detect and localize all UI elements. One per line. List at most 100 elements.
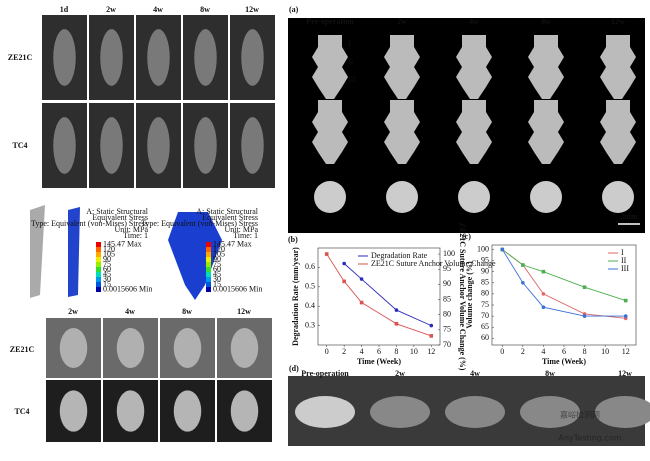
data-point [541, 292, 546, 296]
screw-ct [456, 100, 492, 164]
column-label: 4w [125, 307, 135, 316]
column-label: 12w [237, 307, 251, 316]
y-tick-label: 0.4 [305, 301, 315, 310]
data-point [500, 247, 505, 252]
column-label: 2w [395, 369, 405, 378]
screw-ct [312, 100, 348, 164]
data-point [541, 269, 546, 274]
panel-label: (a) [289, 5, 299, 14]
x-tick-label: 2 [521, 347, 525, 356]
scale-label: 30 [213, 274, 221, 283]
scale-label: 0.0015606 Min [213, 284, 262, 293]
screw-ct [384, 100, 420, 164]
color-swatch [96, 247, 101, 252]
image-detail [194, 117, 217, 174]
x-tick-label: 6 [562, 347, 566, 356]
scale-label: 120 [213, 244, 225, 253]
legend-label: ZE21C Suture Anchor Volume Change [371, 259, 496, 268]
watermark: AnyTesting.com [558, 434, 621, 443]
color-swatch [206, 272, 211, 277]
image-detail [173, 390, 202, 432]
y-tick-label: 0.3 [305, 320, 315, 329]
x-tick-label: 8 [394, 347, 398, 356]
screw-section [458, 181, 490, 213]
image-detail [147, 117, 170, 174]
column-label: Pre-operation [306, 17, 354, 26]
region-label: III [348, 75, 356, 84]
y-tick-label: 80 [481, 289, 489, 298]
screw-section [530, 181, 562, 213]
column-label: 8w [200, 5, 210, 14]
color-swatch [206, 277, 211, 282]
column-label: 4w [469, 17, 479, 26]
data-point [429, 323, 434, 328]
legend-label: Degradation Rate [371, 251, 428, 260]
scale-label: 30 [103, 274, 111, 283]
y-tick-label: 0.5 [305, 282, 315, 291]
y-tick-label: 60 [481, 333, 489, 342]
screw-section [386, 181, 418, 213]
column-label: 1d [60, 5, 69, 14]
color-swatch [206, 287, 211, 292]
screw-model [168, 212, 222, 300]
fea-header: A: Static Structural [196, 207, 259, 216]
screw-section [602, 181, 634, 213]
scale-label: 45 [213, 269, 221, 278]
image-detail [147, 29, 170, 86]
scale-label: 15 [213, 279, 221, 288]
column-label: 4w [153, 5, 163, 14]
y-tick-label: 85 [443, 294, 451, 303]
row-label: TC4 [12, 141, 27, 150]
scale-label: 145.47 Max [103, 239, 142, 248]
y-tick-label: 80 [443, 310, 451, 319]
screw-ct [528, 100, 564, 164]
photo-anchor [295, 396, 355, 428]
x-tick-label: 12 [622, 347, 630, 356]
scale-label: 60 [213, 264, 221, 273]
fea-header: Unit: MPa [114, 225, 148, 234]
data-point [623, 298, 628, 303]
y-tick-label: 75 [443, 325, 451, 334]
color-swatch [96, 267, 101, 272]
series-line [343, 263, 432, 327]
column-label: 12w [618, 369, 632, 378]
x-tick-label: 2 [342, 347, 346, 356]
data-point [521, 263, 525, 267]
scale-label: 90 [213, 254, 221, 263]
data-point [394, 321, 399, 326]
y-axis-label: Degradation Rate (mm/year) [291, 247, 300, 346]
color-swatch [206, 252, 211, 257]
image-detail [173, 328, 202, 368]
fea-header: Equivalent Stress [92, 213, 148, 222]
scale-label: 145.47 Max [213, 239, 252, 248]
screw-ct [456, 35, 492, 99]
scale-bar-label: 2mm [620, 212, 638, 221]
color-swatch [206, 257, 211, 262]
scale-label: 45 [103, 269, 111, 278]
data-point [359, 300, 364, 305]
color-swatch [206, 247, 211, 252]
image-detail [116, 328, 145, 368]
x-tick-label: 6 [377, 347, 381, 356]
column-label: 12w [611, 17, 625, 26]
image-detail [100, 117, 123, 174]
column-label: Pre-operation [301, 369, 349, 378]
panel-label: (b) [288, 235, 298, 244]
column-label: 2w [397, 17, 407, 26]
data-point [429, 334, 434, 338]
data-point [359, 277, 364, 281]
data-point [541, 305, 546, 310]
color-swatch [96, 282, 101, 287]
fea-header: Time: 1 [233, 231, 258, 240]
image-detail [59, 390, 88, 432]
image-detail [241, 117, 264, 174]
fea-header: Equivalent Stress [202, 213, 258, 222]
watermark: 嘉峪检测网 [560, 410, 600, 420]
screw-ct [312, 35, 348, 99]
fea-header: Type: Equivalent (von-Mises) Stress [31, 219, 148, 228]
column-label: 2w [106, 5, 116, 14]
scale-label: 75 [103, 259, 111, 268]
screw-ct [600, 100, 636, 164]
y-tick-label: 100 [477, 244, 489, 253]
y-tick-label: 100 [443, 249, 455, 258]
